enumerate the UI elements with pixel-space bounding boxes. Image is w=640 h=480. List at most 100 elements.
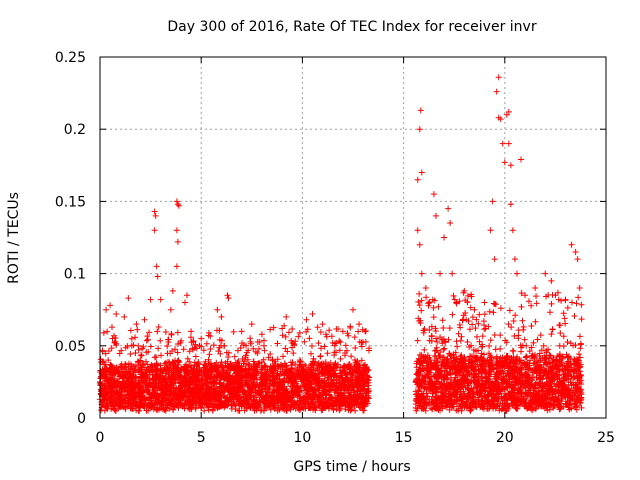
data-point <box>157 337 164 344</box>
data-point <box>144 336 151 343</box>
data-point <box>254 360 261 367</box>
data-point <box>365 392 372 399</box>
data-point <box>102 350 109 357</box>
data-point <box>135 346 142 353</box>
data-point <box>322 382 329 389</box>
data-point <box>192 404 199 411</box>
data-point <box>300 395 307 402</box>
data-point <box>322 390 329 397</box>
data-point <box>235 407 242 414</box>
data-point <box>537 332 544 339</box>
data-point <box>123 392 130 399</box>
data-point <box>328 333 335 340</box>
data-point <box>125 360 132 367</box>
data-point <box>175 359 182 366</box>
data-point <box>319 406 326 413</box>
data-point <box>267 406 274 413</box>
data-point <box>127 366 134 373</box>
data-point <box>329 400 336 407</box>
data-point <box>473 333 480 340</box>
data-point <box>194 394 201 401</box>
data-point <box>121 383 128 390</box>
data-point <box>259 374 266 381</box>
data-point <box>528 366 535 373</box>
data-point <box>362 400 369 407</box>
data-point <box>301 338 308 345</box>
data-point <box>103 403 110 410</box>
data-point <box>537 355 544 362</box>
data-point <box>439 340 446 347</box>
data-point <box>222 375 229 382</box>
data-point <box>253 407 260 414</box>
data-point <box>157 362 164 369</box>
data-point <box>172 371 179 378</box>
data-point <box>225 387 232 394</box>
data-point <box>342 342 349 349</box>
data-point <box>314 365 321 372</box>
data-point <box>260 342 267 349</box>
data-point <box>578 301 585 308</box>
data-point <box>353 368 360 375</box>
data-point <box>329 382 336 389</box>
data-point <box>337 339 344 346</box>
data-point <box>461 393 468 400</box>
data-point <box>263 393 270 400</box>
data-point <box>139 345 146 352</box>
data-point <box>279 363 286 370</box>
data-point <box>250 345 257 352</box>
data-point <box>184 374 191 381</box>
data-point <box>188 403 195 410</box>
data-point <box>505 321 512 328</box>
data-point <box>554 289 561 296</box>
data-point <box>159 406 166 413</box>
data-point <box>341 390 348 397</box>
data-point <box>349 381 356 388</box>
data-point <box>108 395 115 402</box>
data-point <box>282 333 289 340</box>
data-point <box>442 339 449 346</box>
data-point <box>136 404 143 411</box>
data-point <box>476 338 483 345</box>
data-point <box>344 394 351 401</box>
data-point <box>195 360 202 367</box>
data-point <box>209 407 216 414</box>
data-point <box>117 362 124 369</box>
data-point <box>144 333 151 340</box>
data-point <box>300 365 307 372</box>
data-point <box>475 320 482 327</box>
data-point <box>295 405 302 412</box>
data-point <box>137 352 144 359</box>
data-point <box>234 371 241 378</box>
data-point <box>441 345 448 352</box>
data-point <box>271 405 278 412</box>
data-point <box>267 350 274 357</box>
data-point <box>352 344 359 351</box>
data-point <box>106 377 113 384</box>
data-point <box>577 345 584 352</box>
data-point <box>216 344 223 351</box>
data-point <box>122 399 129 406</box>
data-point <box>241 358 248 365</box>
data-point <box>146 369 153 376</box>
data-point <box>254 339 261 346</box>
data-point <box>160 386 167 393</box>
data-point <box>199 399 206 406</box>
data-point <box>337 370 344 377</box>
data-point <box>183 376 190 383</box>
data-point <box>575 351 582 358</box>
data-point <box>520 326 527 333</box>
data-point <box>135 368 142 375</box>
data-point <box>184 355 191 362</box>
data-point <box>98 407 105 414</box>
data-point <box>265 402 272 409</box>
data-point <box>511 332 518 339</box>
data-point <box>153 360 160 367</box>
data-point <box>310 387 317 394</box>
data-point <box>536 352 543 359</box>
data-point <box>473 348 480 355</box>
data-point <box>299 371 306 378</box>
data-point <box>99 385 106 392</box>
data-point <box>490 309 497 316</box>
data-point <box>305 400 312 407</box>
data-point <box>576 333 583 340</box>
